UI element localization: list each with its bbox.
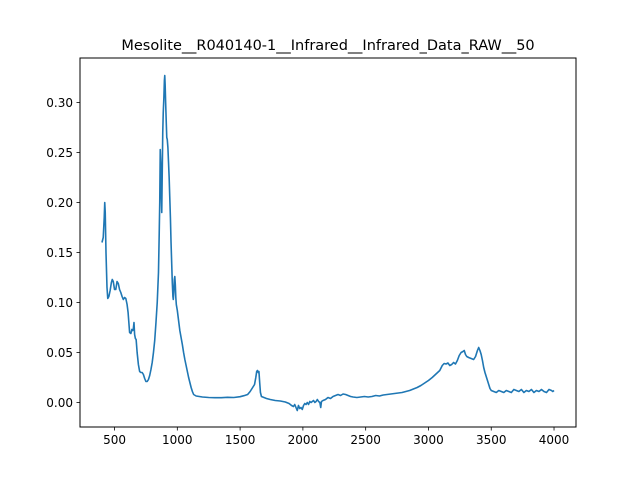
- x-tick-label: 2500: [350, 433, 381, 447]
- y-tick-label: 0.30: [46, 96, 73, 110]
- x-tick-label: 3500: [476, 433, 507, 447]
- x-tick-label: 3000: [413, 433, 444, 447]
- x-tick-label: 2000: [288, 433, 319, 447]
- y-tick-label: 0.05: [46, 346, 73, 360]
- series-line-0: [101, 74, 555, 412]
- x-tick-label: 4000: [539, 433, 570, 447]
- y-tick-label: 0.10: [46, 296, 73, 310]
- y-tick-label: 0.00: [46, 396, 73, 410]
- x-axis-ticks: 500 1000 1500 2000 2500 3000 3500 4000: [103, 427, 569, 447]
- series-layer: [101, 74, 555, 412]
- y-tick-label: 0.15: [46, 246, 73, 260]
- chart-title: Mesolite__R040140-1__Infrared__Infrared_…: [121, 38, 534, 54]
- x-tick-label: 1500: [225, 433, 256, 447]
- y-tick-label: 0.20: [46, 196, 73, 210]
- y-axis-ticks: 0.00 0.05 0.10 0.15 0.20 0.25 0.30: [46, 96, 80, 410]
- plot-area-frame: [79, 57, 577, 428]
- x-tick-label: 500: [103, 433, 126, 447]
- x-tick-label: 1000: [162, 433, 193, 447]
- y-tick-label: 0.25: [46, 146, 73, 160]
